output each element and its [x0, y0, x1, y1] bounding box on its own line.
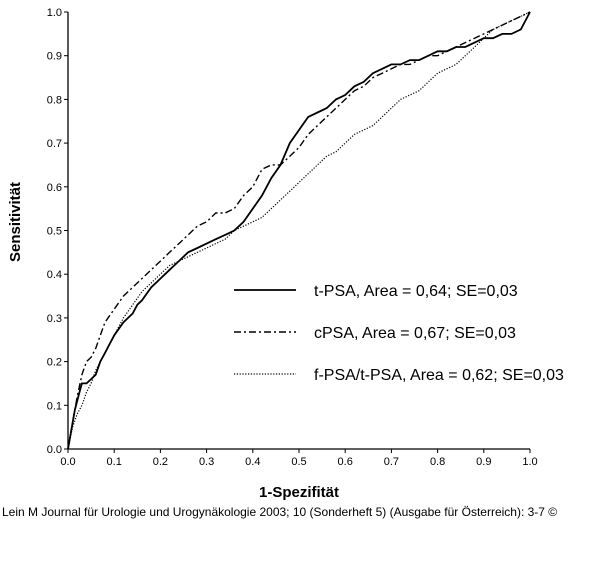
- y-tick-label: 0.1: [47, 400, 62, 412]
- x-tick-label: 0.4: [245, 456, 260, 468]
- y-tick-label: 0.4: [47, 269, 62, 281]
- legend: t-PSA, Area = 0,64; SE=0,03 cPSA, Area = …: [234, 283, 564, 384]
- y-axis-title: Sensitivität: [7, 182, 24, 262]
- y-tick-label: 0.2: [47, 357, 62, 369]
- series-lines: [67, 11, 531, 450]
- x-tick-label: 0.9: [476, 456, 491, 468]
- legend-label-3: f-PSA/t-PSA, Area = 0,62; SE=0,03: [314, 367, 564, 384]
- x-tick-label: 1.0: [522, 456, 537, 468]
- y-tick-label: 1.0: [47, 7, 62, 19]
- ticks: [64, 11, 531, 453]
- y-tick-label: 0.3: [47, 313, 62, 325]
- y-tick-label: 0.8: [47, 94, 62, 106]
- x-tick-label: 0.0: [60, 456, 75, 468]
- legend-label-2: cPSA, Area = 0,67; SE=0,03: [314, 325, 516, 342]
- y-tick-label: 0.5: [47, 226, 62, 238]
- x-axis-title: 1-Spezifität: [259, 484, 339, 500]
- legend-label-1: t-PSA, Area = 0,64; SE=0,03: [314, 283, 518, 300]
- tick-labels: 0.0 0.1 0.2 0.3 0.4 0.5 0.6 0.7 0.8 0.9 1.0 0.0 0.1 0…: [47, 7, 538, 468]
- roc-chart: 0.0 0.1 0.2 0.3 0.4 0.5 0.6 0.7 0.8 0.9 1.0 0.0 0.1 0…: [7, 7, 564, 500]
- x-tick-label: 0.3: [199, 456, 214, 468]
- y-tick-label: 0.9: [47, 51, 62, 63]
- citation-text: Lein M Journal für Urologie und Urogynäk…: [2, 505, 558, 519]
- x-tick-label: 0.7: [384, 456, 399, 468]
- x-tick-label: 0.8: [430, 456, 445, 468]
- y-tick-label: 0.6: [47, 182, 62, 194]
- x-tick-label: 0.6: [338, 456, 353, 468]
- series-line-1: [67, 11, 531, 450]
- x-tick-label: 0.2: [153, 456, 168, 468]
- x-tick-label: 0.1: [107, 456, 122, 468]
- series-line-2: [67, 11, 531, 450]
- y-tick-label: 0.7: [47, 138, 62, 150]
- y-tick-label: 0.0: [47, 444, 62, 456]
- x-tick-label: 0.5: [291, 456, 306, 468]
